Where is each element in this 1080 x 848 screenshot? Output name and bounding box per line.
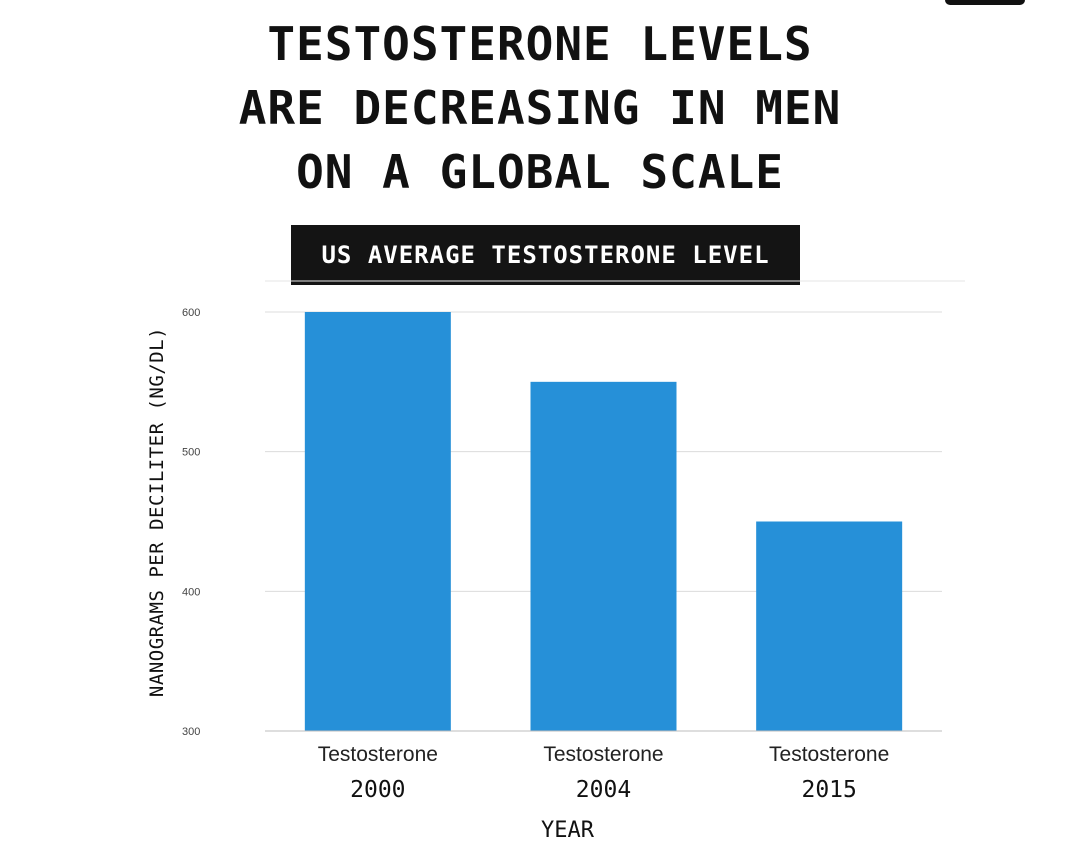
y-tick-label: 600	[182, 307, 200, 319]
x-year-label: 2000	[350, 777, 405, 803]
x-axis-label: YEAR	[541, 818, 594, 843]
headline-line-3: ON A GLOBAL SCALE	[296, 145, 784, 199]
bar	[756, 521, 903, 731]
x-year-label: 2015	[801, 777, 856, 803]
x-category-label: Testosterone	[769, 743, 889, 766]
headline-line-2: ARE DECREASING IN MEN	[238, 81, 842, 135]
y-tick-label: 500	[182, 447, 200, 459]
chart-title: US AVERAGE TESTOSTERONE LEVEL	[321, 241, 770, 269]
headline-line-1: TESTOSTERONE LEVELS	[267, 17, 813, 71]
y-tick-label: 300	[182, 726, 200, 738]
y-tick-label: 400	[182, 586, 200, 598]
x-year-label: 2004	[576, 777, 631, 803]
x-category-label: Testosterone	[543, 743, 663, 766]
bar	[530, 381, 677, 731]
top-edge-bar	[945, 0, 1025, 5]
chart-title-box: US AVERAGE TESTOSTERONE LEVEL	[291, 225, 800, 285]
x-category-label: Testosterone	[318, 743, 438, 766]
bar	[304, 312, 451, 731]
headline: TESTOSTERONE LEVELS ARE DECREASING IN ME…	[0, 12, 1080, 204]
